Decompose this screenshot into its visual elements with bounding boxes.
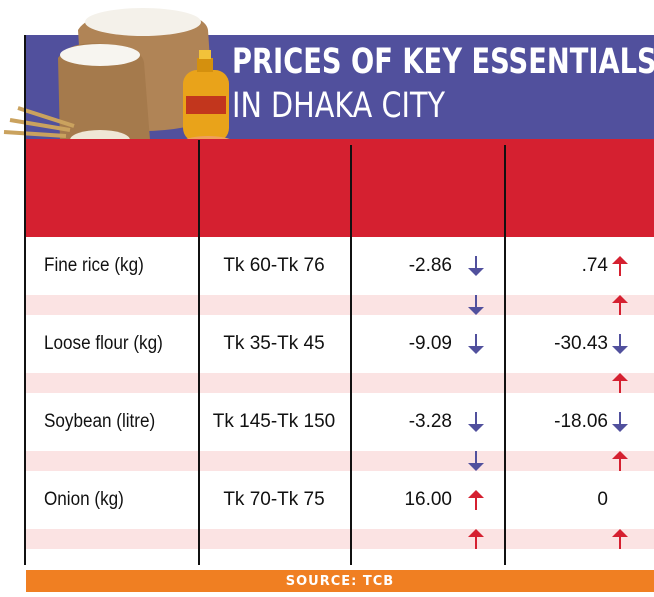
down-arrow-icon <box>468 334 484 354</box>
table-row: Onion (kg) Tk 70-Tk 75 16.00 0 <box>26 471 654 529</box>
up-arrow-wrap <box>610 529 630 549</box>
down-arrow-wrap <box>466 295 486 315</box>
up-arrow-wrap <box>466 471 486 529</box>
chart-title-line2: IN DHAKA CITY <box>232 86 446 126</box>
down-arrow-wrap <box>466 237 486 295</box>
chart-title-line1: PRICES OF KEY ESSENTIALS <box>232 42 654 82</box>
up-arrow-wrap <box>610 237 630 295</box>
price-range: Tk 60-Tk 76 <box>223 255 325 276</box>
column-divider <box>504 145 506 565</box>
down-arrow-wrap <box>466 315 486 373</box>
price-range: Tk 145-Tk 150 <box>212 411 336 432</box>
price-range: Tk 35-Tk 45 <box>223 333 325 354</box>
change-value-2: -18.06 <box>554 411 608 432</box>
down-arrow-wrap <box>466 393 486 451</box>
change-value-1: -9.09 <box>408 333 452 354</box>
down-arrow-icon <box>468 412 484 432</box>
down-arrow-wrap <box>466 451 486 471</box>
source-label: SOURCE: TCB <box>285 573 395 589</box>
table-row: Loose flour (kg) Tk 35-Tk 45 -9.09 -30.43 <box>26 315 654 373</box>
table-row: Soybean (litre) Tk 145-Tk 150 -3.28 -18.06 <box>26 393 654 451</box>
up-arrow-icon <box>612 373 628 393</box>
stripe-row <box>26 373 654 393</box>
table-row: Fine rice (kg) Tk 60-Tk 76 -2.86 .74 <box>26 237 654 295</box>
item-name: Onion (kg) <box>44 489 124 510</box>
change-value-2: 0 <box>597 489 608 510</box>
up-arrow-wrap <box>610 451 630 471</box>
up-arrow-icon <box>468 490 484 510</box>
change-value-2: .74 <box>581 255 608 276</box>
up-arrow-wrap <box>610 373 630 393</box>
change-value-1: -2.86 <box>408 255 452 276</box>
up-arrow-wrap <box>466 529 486 549</box>
stripe-row <box>26 529 654 549</box>
change-value-1: -3.28 <box>408 411 452 432</box>
down-arrow-icon <box>612 334 628 354</box>
source-band: SOURCE: TCB <box>26 570 654 592</box>
up-arrow-icon <box>468 529 484 549</box>
column-divider <box>350 145 352 565</box>
down-arrow-icon <box>468 295 484 315</box>
left-divider <box>24 35 26 565</box>
down-arrow-wrap <box>610 393 630 451</box>
item-name: Fine rice (kg) <box>44 255 144 276</box>
stripe-row <box>26 451 654 471</box>
up-arrow-icon <box>612 256 628 276</box>
item-name: Loose flour (kg) <box>44 333 163 354</box>
change-value-2: -30.43 <box>554 333 608 354</box>
item-name: Soybean (litre) <box>44 411 156 432</box>
stripe-row <box>26 295 654 315</box>
down-arrow-wrap <box>610 315 630 373</box>
up-arrow-wrap <box>610 295 630 315</box>
change-value-1: 16.00 <box>404 489 452 510</box>
price-range: Tk 70-Tk 75 <box>223 489 325 510</box>
down-arrow-icon <box>468 451 484 471</box>
down-arrow-icon <box>468 256 484 276</box>
price-table: Fine rice (kg) Tk 60-Tk 76 -2.86 .74 Loose f… <box>26 237 654 567</box>
up-arrow-icon <box>612 451 628 471</box>
column-divider <box>198 140 200 565</box>
up-arrow-icon <box>612 529 628 549</box>
down-arrow-icon <box>612 412 628 432</box>
header-band <box>26 139 654 237</box>
up-arrow-icon <box>612 295 628 315</box>
